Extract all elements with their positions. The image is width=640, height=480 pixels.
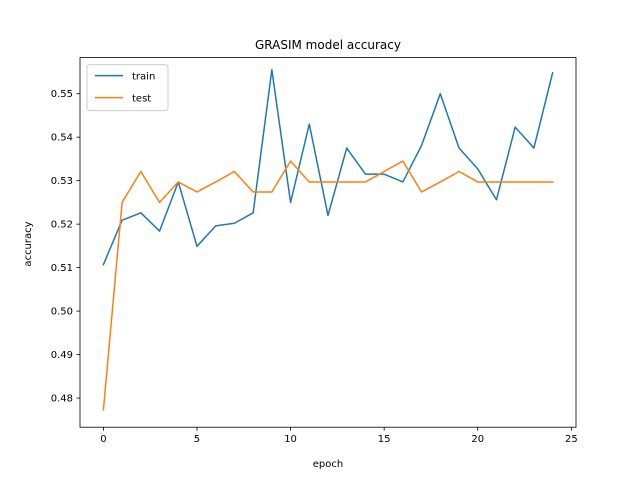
plot-area	[79, 57, 577, 428]
x-axis-ticks: 0 5 10 15 20 25	[100, 427, 578, 445]
y-tick-label: 0.55	[51, 89, 73, 100]
legend: train test	[86, 64, 169, 112]
legend-label-test: test	[132, 94, 151, 105]
legend-box	[86, 64, 169, 112]
y-axis-ticks: 0.48 0.49 0.50 0.51 0.52 0.53 0.54 0.55	[51, 89, 80, 405]
y-tick-label: 0.50	[51, 307, 73, 318]
axes-frame	[79, 57, 577, 428]
x-tick-label: 5	[194, 434, 200, 445]
x-tick-label: 10	[284, 434, 297, 445]
series-line-test	[102, 160, 554, 411]
y-tick-label: 0.52	[51, 220, 73, 231]
y-tick-label: 0.48	[51, 394, 73, 405]
y-axis-label: accuracy	[23, 221, 34, 266]
x-tick-label: 20	[471, 434, 484, 445]
x-tick-label: 15	[378, 434, 391, 445]
x-tick-label: 0	[100, 434, 106, 445]
chart-title: GRASIM model accuracy	[255, 38, 401, 52]
y-tick-label: 0.49	[51, 350, 73, 361]
y-tick-label: 0.53	[51, 176, 73, 187]
x-axis-label: epoch	[313, 459, 343, 470]
legend-label-train: train	[132, 72, 155, 83]
y-tick-label: 0.54	[51, 133, 73, 144]
x-tick-label: 25	[565, 434, 578, 445]
y-tick-label: 0.51	[51, 263, 73, 274]
